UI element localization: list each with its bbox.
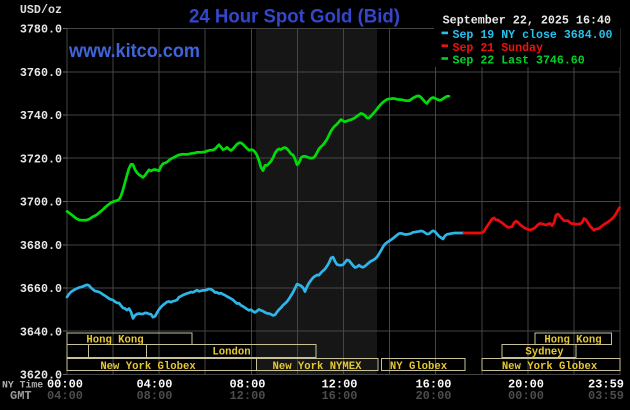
svg-text:New York Globex: New York Globex xyxy=(100,361,196,373)
svg-text:NY Globex: NY Globex xyxy=(390,361,448,373)
svg-text:Sep 22 Last 3746.60: Sep 22 Last 3746.60 xyxy=(453,55,585,68)
svg-text:3620.0: 3620.0 xyxy=(20,369,62,383)
svg-text:3640.0: 3640.0 xyxy=(20,325,62,339)
svg-text:16:00: 16:00 xyxy=(415,377,451,391)
svg-text:3660.0: 3660.0 xyxy=(20,282,62,296)
svg-text:USD/oz: USD/oz xyxy=(20,3,62,17)
svg-text:New York Globex: New York Globex xyxy=(502,361,598,373)
svg-text:03:59: 03:59 xyxy=(588,389,624,403)
svg-text:Hong Kong: Hong Kong xyxy=(86,335,143,347)
svg-text:3740.0: 3740.0 xyxy=(20,109,62,123)
svg-text:16:00: 16:00 xyxy=(321,389,357,403)
svg-text:23:59: 23:59 xyxy=(588,377,624,391)
svg-text:3760.0: 3760.0 xyxy=(20,66,62,80)
svg-text:Sep 21 Sunday: Sep 21 Sunday xyxy=(453,42,543,55)
svg-text:New York NYMEX: New York NYMEX xyxy=(272,361,362,373)
svg-text:3720.0: 3720.0 xyxy=(20,152,62,166)
svg-text:24 Hour Spot Gold (Bid): 24 Hour Spot Gold (Bid) xyxy=(189,6,400,27)
svg-text:08:00: 08:00 xyxy=(136,389,172,403)
svg-text:08:00: 08:00 xyxy=(229,377,265,391)
svg-text:3700.0: 3700.0 xyxy=(20,196,62,210)
svg-text:12:00: 12:00 xyxy=(321,377,357,391)
svg-text:September 22, 2025 16:40: September 22, 2025 16:40 xyxy=(443,13,611,27)
svg-text:20:00: 20:00 xyxy=(415,389,451,403)
svg-text:12:00: 12:00 xyxy=(229,389,265,403)
svg-text:Sydney: Sydney xyxy=(525,347,564,359)
svg-text:Hong Kong: Hong Kong xyxy=(544,335,601,347)
svg-text:www.kitco.com: www.kitco.com xyxy=(68,40,200,62)
svg-text:00:00: 00:00 xyxy=(47,377,83,391)
svg-text:3680.0: 3680.0 xyxy=(20,239,62,253)
svg-text:04:00: 04:00 xyxy=(136,377,172,391)
svg-text:00:00: 00:00 xyxy=(508,389,544,403)
svg-text:London: London xyxy=(212,347,250,359)
svg-text:Sep 19 NY close 3684.00: Sep 19 NY close 3684.00 xyxy=(453,29,613,42)
svg-text:20:00: 20:00 xyxy=(508,377,544,391)
svg-text:GMT: GMT xyxy=(10,389,32,403)
svg-text:04:00: 04:00 xyxy=(47,389,83,403)
svg-text:3780.0: 3780.0 xyxy=(20,23,62,37)
svg-text:NY Time: NY Time xyxy=(2,379,43,390)
